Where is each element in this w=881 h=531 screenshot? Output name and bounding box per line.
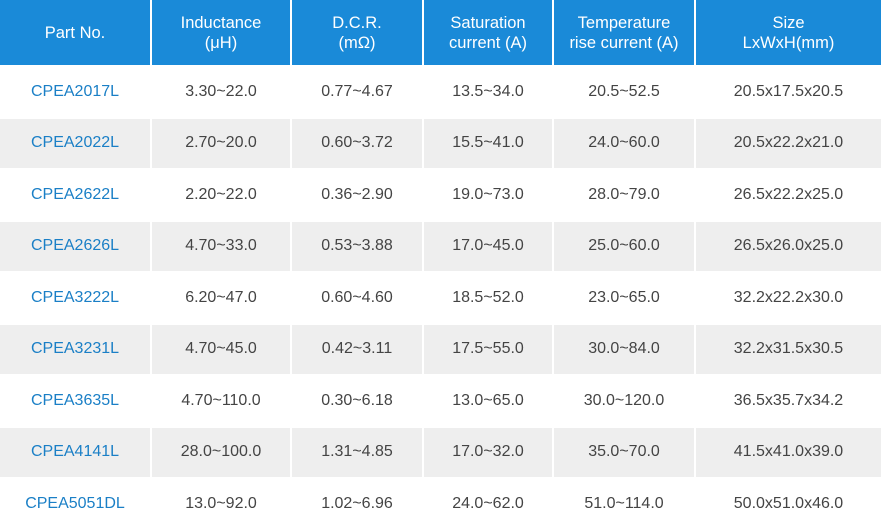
size-cell: 20.5x22.2x21.0 (696, 118, 881, 170)
table-row: CPEA4141L 28.0~100.0 1.31~4.85 17.0~32.0 35.… (0, 427, 881, 479)
table-row: CPEA3635L 4.70~110.0 0.30~6.18 13.0~65.0 30.… (0, 376, 881, 428)
temperature-rise-current-cell: 28.0~79.0 (554, 170, 696, 222)
temperature-rise-current-cell: 23.0~65.0 (554, 273, 696, 325)
saturation-current-cell: 13.5~34.0 (424, 67, 554, 119)
inductance-cell: 4.70~110.0 (152, 376, 292, 428)
dcr-cell: 0.53~3.88 (292, 221, 424, 273)
part-number-cell[interactable]: CPEA3635L (0, 376, 152, 428)
dcr-cell: 0.30~6.18 (292, 376, 424, 428)
size-cell: 32.2x31.5x30.5 (696, 324, 881, 376)
part-number-cell[interactable]: CPEA3231L (0, 324, 152, 376)
header-line: (μH) (204, 33, 238, 52)
header-line: Part No. (44, 23, 106, 42)
temperature-rise-current-cell: 25.0~60.0 (554, 221, 696, 273)
size-cell: 36.5x35.7x34.2 (696, 376, 881, 428)
saturation-current-header: Saturation current (A) (424, 0, 554, 67)
inductance-cell: 3.30~22.0 (152, 67, 292, 119)
header-line: current (A) (449, 33, 527, 52)
saturation-current-cell: 18.5~52.0 (424, 273, 554, 325)
temperature-rise-current-cell: 30.0~84.0 (554, 324, 696, 376)
dcr-header: D.C.R. (mΩ) (292, 0, 424, 67)
table-row: CPEA3231L 4.70~45.0 0.42~3.11 17.5~55.0 30.0… (0, 324, 881, 376)
saturation-current-cell: 15.5~41.0 (424, 118, 554, 170)
saturation-current-cell: 17.0~32.0 (424, 427, 554, 479)
table-row: CPEA2622L 2.20~22.0 0.36~2.90 19.0~73.0 28.0… (0, 170, 881, 222)
header-line: Temperature (577, 13, 671, 32)
inductance-cell: 4.70~33.0 (152, 221, 292, 273)
table-row: CPEA5051DL 13.0~92.0 1.02~6.96 24.0~62.0 51.… (0, 479, 881, 531)
dcr-cell: 0.77~4.67 (292, 67, 424, 119)
size-cell: 41.5x41.0x39.0 (696, 427, 881, 479)
temperature-rise-current-header: Temperature rise current (A) (554, 0, 696, 67)
header-line: Inductance (180, 13, 262, 32)
part-number-cell[interactable]: CPEA4141L (0, 427, 152, 479)
saturation-current-cell: 17.0~45.0 (424, 221, 554, 273)
size-cell: 32.2x22.2x30.0 (696, 273, 881, 325)
size-cell: 26.5x26.0x25.0 (696, 221, 881, 273)
header-line: D.C.R. (332, 13, 382, 32)
temperature-rise-current-cell: 51.0~114.0 (554, 479, 696, 531)
temperature-rise-current-cell: 35.0~70.0 (554, 427, 696, 479)
dcr-cell: 1.31~4.85 (292, 427, 424, 479)
part-number-cell[interactable]: CPEA3222L (0, 273, 152, 325)
inductance-cell: 4.70~45.0 (152, 324, 292, 376)
temperature-rise-current-cell: 20.5~52.5 (554, 67, 696, 119)
dcr-cell: 0.60~4.60 (292, 273, 424, 325)
inductance-cell: 2.70~20.0 (152, 118, 292, 170)
inductance-cell: 13.0~92.0 (152, 479, 292, 531)
temperature-rise-current-cell: 30.0~120.0 (554, 376, 696, 428)
table-body: CPEA2017L 3.30~22.0 0.77~4.67 13.5~34.0 20.5… (0, 67, 881, 531)
table-row: CPEA2022L 2.70~20.0 0.60~3.72 15.5~41.0 24.0… (0, 118, 881, 170)
saturation-current-cell: 19.0~73.0 (424, 170, 554, 222)
table-row: CPEA3222L 6.20~47.0 0.60~4.60 18.5~52.0 23.0… (0, 273, 881, 325)
size-cell: 20.5x17.5x20.5 (696, 67, 881, 119)
size-cell: 26.5x22.2x25.0 (696, 170, 881, 222)
dcr-cell: 0.42~3.11 (292, 324, 424, 376)
size-cell: 50.0x51.0x46.0 (696, 479, 881, 531)
table-row: CPEA2626L 4.70~33.0 0.53~3.88 17.0~45.0 25.0… (0, 221, 881, 273)
size-header: Size LxWxH(mm) (696, 0, 881, 67)
header-line: rise current (A) (569, 33, 679, 52)
part-number-cell[interactable]: CPEA5051DL (0, 479, 152, 531)
inductance-cell: 28.0~100.0 (152, 427, 292, 479)
part-no-header: Part No. (0, 0, 152, 67)
saturation-current-cell: 24.0~62.0 (424, 479, 554, 531)
saturation-current-cell: 17.5~55.0 (424, 324, 554, 376)
inductance-cell: 6.20~47.0 (152, 273, 292, 325)
header-row: Part No. Inductance (μH) D.C.R. (mΩ) Saturati… (0, 0, 881, 67)
saturation-current-cell: 13.0~65.0 (424, 376, 554, 428)
temperature-rise-current-cell: 24.0~60.0 (554, 118, 696, 170)
header-line: Size (772, 13, 805, 32)
header-line: (mΩ) (338, 33, 376, 52)
part-number-cell[interactable]: CPEA2022L (0, 118, 152, 170)
inductance-cell: 2.20~22.0 (152, 170, 292, 222)
part-number-cell[interactable]: CPEA2622L (0, 170, 152, 222)
header-line: LxWxH(mm) (742, 33, 835, 52)
header-line: Saturation (450, 13, 526, 32)
dcr-cell: 0.60~3.72 (292, 118, 424, 170)
dcr-cell: 1.02~6.96 (292, 479, 424, 531)
table-row: CPEA2017L 3.30~22.0 0.77~4.67 13.5~34.0 20.5… (0, 67, 881, 119)
dcr-cell: 0.36~2.90 (292, 170, 424, 222)
part-number-cell[interactable]: CPEA2626L (0, 221, 152, 273)
inductance-header: Inductance (μH) (152, 0, 292, 67)
part-number-cell[interactable]: CPEA2017L (0, 67, 152, 119)
